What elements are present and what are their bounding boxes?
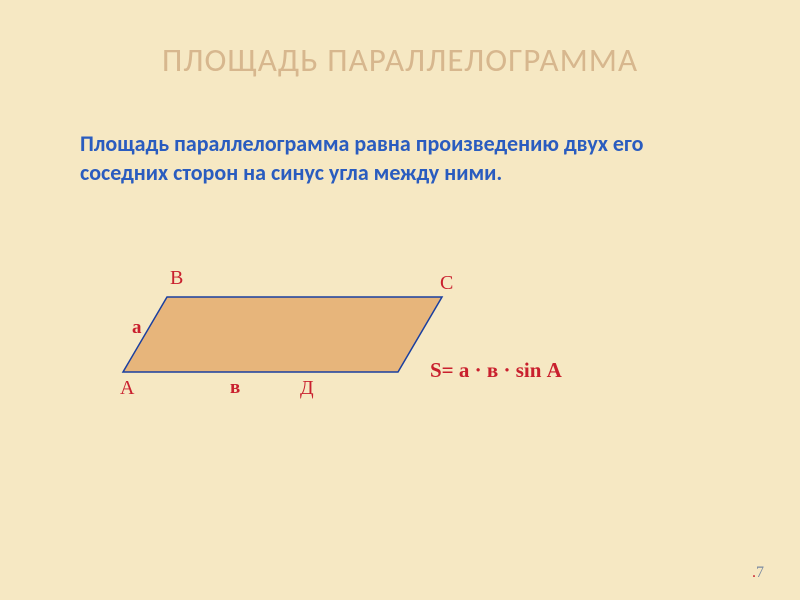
- vertex-d: Д: [300, 377, 314, 400]
- vertex-b: В: [170, 267, 183, 290]
- parallelogram-polygon: [123, 297, 442, 372]
- vertex-a: А: [120, 377, 134, 400]
- parallelogram-shape: [0, 217, 500, 417]
- theorem-text: Площадь параллелограмма равна произведен…: [0, 80, 800, 187]
- page-num-value: 7: [756, 564, 764, 581]
- side-v: в: [230, 377, 240, 399]
- side-a: а: [132, 317, 142, 339]
- slide-title: ПЛОЩАДЬ ПАРАЛЛЕЛОГРАММА: [0, 0, 800, 80]
- vertex-c: С: [440, 272, 453, 295]
- page-number: .7: [752, 564, 764, 582]
- diagram-area: В С А Д а в S= а · в · sin А: [0, 217, 800, 517]
- area-formula: S= а · в · sin А: [430, 357, 630, 383]
